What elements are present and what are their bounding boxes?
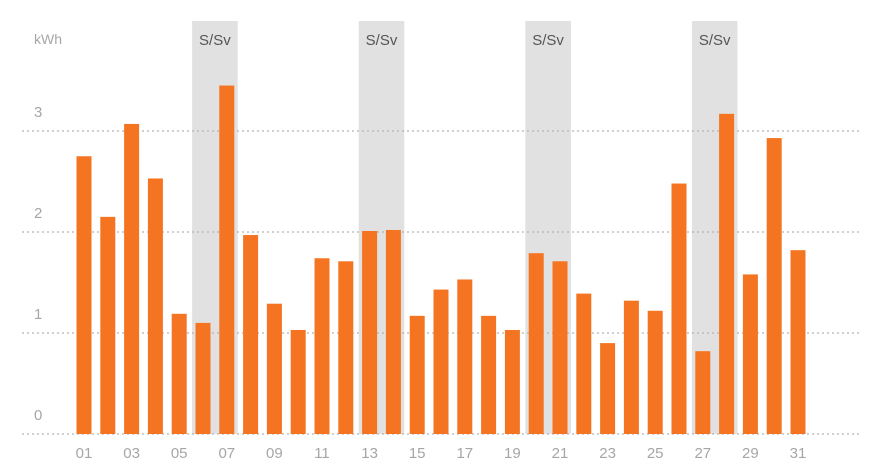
bar [481, 315, 497, 434]
y-tick-label: 2 [34, 205, 42, 222]
bar [528, 253, 544, 434]
bar [385, 229, 401, 434]
bar [76, 156, 92, 434]
y-tick-label: 0 [34, 407, 42, 424]
x-tick-label: 25 [647, 445, 664, 462]
bar [695, 351, 711, 434]
bar [766, 138, 782, 434]
x-tick-label: 21 [552, 445, 569, 462]
bar [790, 250, 806, 434]
weekend-label: S/Sv [199, 32, 231, 49]
bar [171, 313, 187, 434]
bar [409, 315, 425, 434]
y-axis-ticks: 0 1 2 3 [34, 104, 42, 424]
bar [647, 310, 663, 434]
x-axis-ticks: 01 03 05 07 09 11 13 15 17 19 21 23 25 27 29 31 [76, 445, 807, 462]
x-tick-label: 27 [694, 445, 711, 462]
x-tick-label: 01 [76, 445, 93, 462]
bar [266, 303, 282, 434]
weekend-label: S/Sv [532, 32, 564, 49]
bar [219, 85, 235, 435]
bar [338, 261, 354, 434]
y-axis-unit-label: kWh [34, 31, 62, 47]
bar [600, 343, 616, 434]
x-tick-label: 09 [266, 445, 283, 462]
bar [623, 300, 639, 434]
bar [195, 322, 211, 434]
x-tick-label: 29 [742, 445, 759, 462]
bar [433, 289, 449, 434]
bar [552, 261, 568, 434]
x-tick-label: 15 [409, 445, 426, 462]
weekend-labels: S/Sv S/Sv S/Sv S/Sv [199, 32, 731, 49]
bar [742, 274, 758, 434]
bar [290, 329, 306, 434]
bar [100, 216, 116, 434]
x-tick-label: 03 [123, 445, 140, 462]
bar [147, 178, 163, 434]
bar [576, 293, 592, 434]
x-tick-label: 05 [171, 445, 188, 462]
bars [76, 85, 806, 435]
x-tick-label: 31 [790, 445, 807, 462]
weekend-label: S/Sv [366, 32, 398, 49]
y-tick-label: 3 [34, 104, 42, 121]
bar [243, 235, 259, 434]
x-tick-label: 23 [599, 445, 616, 462]
bar [719, 113, 735, 434]
bar [314, 258, 330, 434]
weekend-label: S/Sv [699, 32, 731, 49]
bar [124, 123, 140, 435]
bar [671, 183, 687, 434]
x-tick-label: 17 [456, 445, 473, 462]
x-tick-label: 07 [218, 445, 235, 462]
x-tick-label: 13 [361, 445, 378, 462]
bar [504, 329, 520, 434]
x-tick-label: 19 [504, 445, 521, 462]
y-tick-label: 1 [34, 306, 42, 323]
bar [362, 230, 378, 434]
bar [457, 279, 473, 434]
x-tick-label: 11 [314, 445, 330, 462]
